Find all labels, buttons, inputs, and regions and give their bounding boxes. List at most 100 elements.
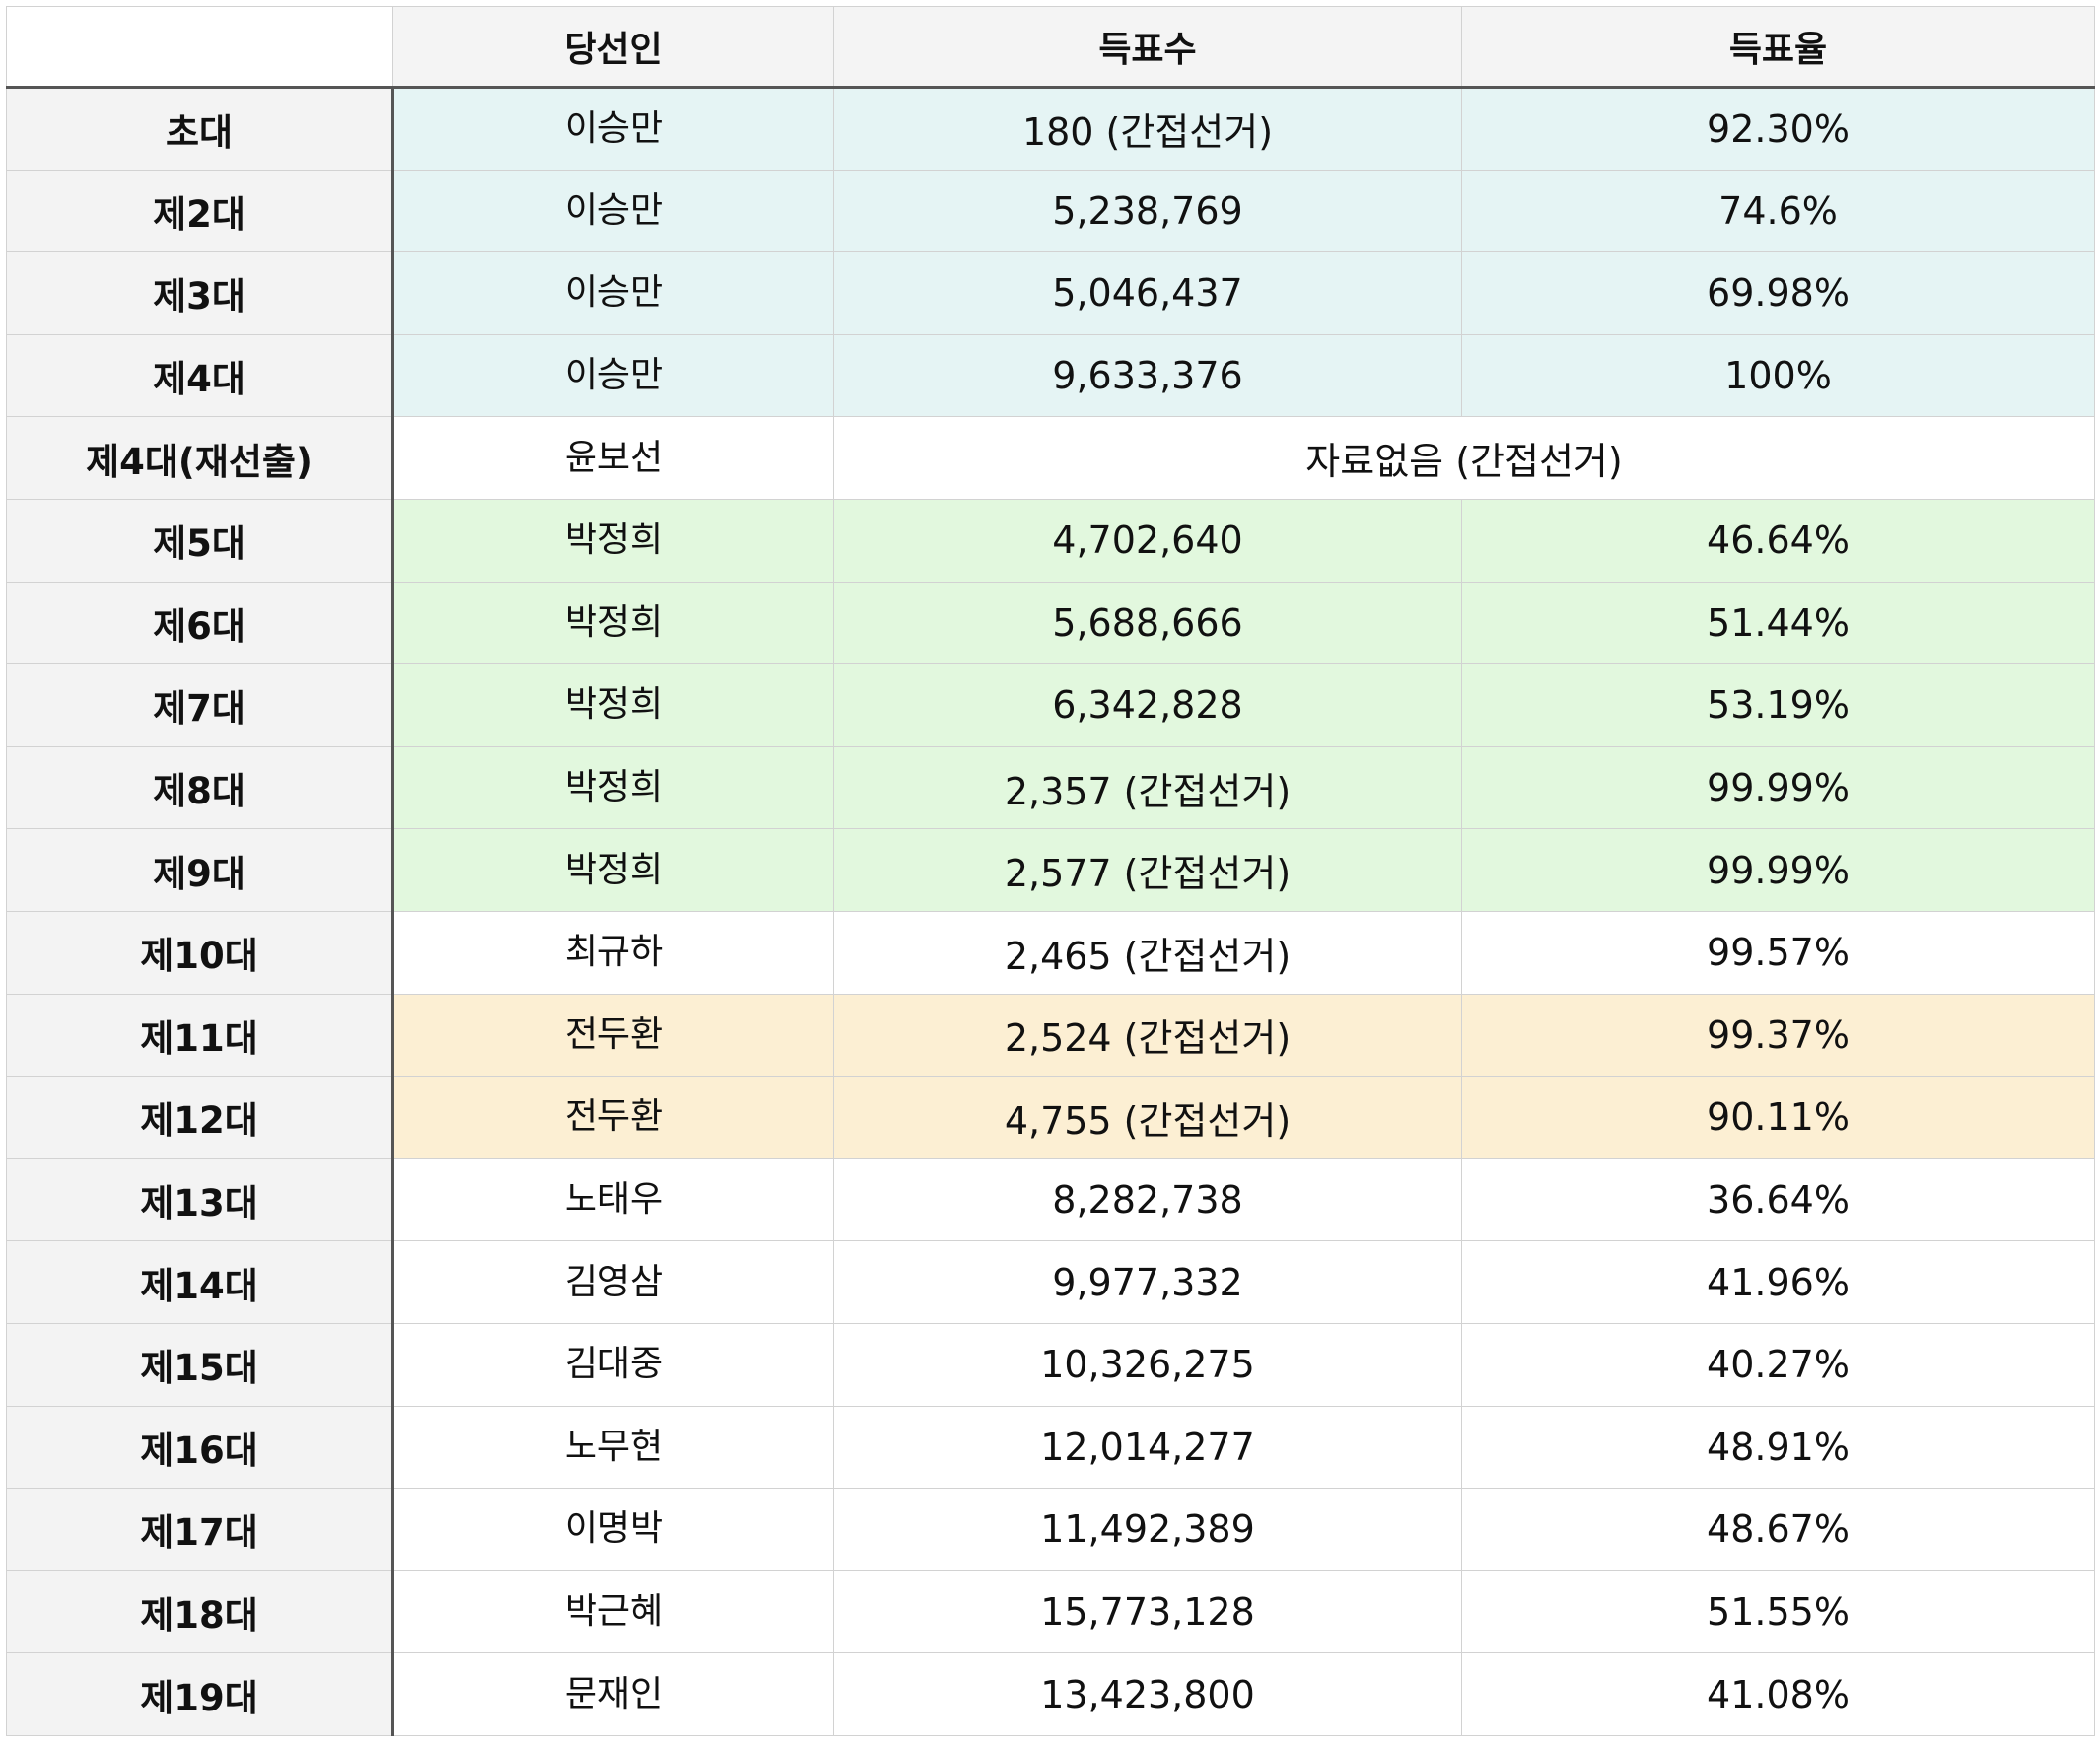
votes-cell: 2,465 (간접선거)	[833, 910, 1462, 995]
rate-cell: 74.6%	[1461, 169, 2095, 253]
votes-cell: 11,492,389	[833, 1488, 1462, 1571]
winner-cell: 노태우	[392, 1157, 834, 1242]
election-results-table-container: 당선인 득표수 득표율 초대 이승만 180 (간접선거) 92.30% 제2대 이승만 5…	[6, 6, 2095, 1736]
votes-cell: 12,014,277	[833, 1405, 1462, 1490]
generation-cell: 제12대	[6, 1076, 394, 1159]
table-row: 제12대 전두환 4,755 (간접선거) 90.11%	[6, 1076, 2095, 1159]
table-row: 제13대 노태우 8,282,738 36.64%	[6, 1157, 2095, 1242]
table-row: 제16대 노무현 12,014,277 48.91%	[6, 1405, 2095, 1490]
rate-cell: 46.64%	[1461, 498, 2095, 583]
table-row: 제11대 전두환 2,524 (간접선거) 99.37%	[6, 993, 2095, 1078]
winner-cell: 박정희	[392, 663, 834, 747]
votes-cell: 5,238,769	[833, 169, 1462, 253]
rate-cell: 48.91%	[1461, 1405, 2095, 1490]
generation-cell: 제3대	[6, 251, 394, 335]
rate-cell: 99.99%	[1461, 745, 2095, 830]
table-body: 초대 이승만 180 (간접선거) 92.30% 제2대 이승만 5,238,769 74.6…	[6, 87, 2095, 1736]
winner-cell: 박정희	[392, 828, 834, 912]
winner-cell: 문재인	[392, 1652, 834, 1736]
generation-cell: 제4대	[6, 333, 394, 418]
table-row: 제5대 박정희 4,702,640 46.64%	[6, 498, 2095, 583]
winner-cell: 이승만	[392, 251, 834, 335]
table-row: 제19대 문재인 13,423,800 41.08%	[6, 1652, 2095, 1736]
header-row: 당선인 득표수 득표율	[6, 6, 2095, 89]
generation-cell: 제10대	[6, 910, 394, 995]
winner-cell: 노무현	[392, 1405, 834, 1490]
generation-cell: 제8대	[6, 745, 394, 830]
table-row: 제10대 최규하 2,465 (간접선거) 99.57%	[6, 910, 2095, 995]
header-rate: 득표율	[1461, 6, 2095, 89]
generation-cell: 제5대	[6, 498, 394, 583]
rate-cell: 36.64%	[1461, 1157, 2095, 1242]
votes-cell: 8,282,738	[833, 1157, 1462, 1242]
generation-cell: 제4대(재선출)	[6, 416, 394, 500]
votes-cell: 180 (간접선거)	[833, 87, 1462, 171]
table-row: 제4대 이승만 9,633,376 100%	[6, 333, 2095, 418]
winner-cell: 박정희	[392, 581, 834, 665]
winner-cell: 전두환	[392, 1076, 834, 1159]
winner-cell: 박정희	[392, 745, 834, 830]
votes-cell: 4,702,640	[833, 498, 1462, 583]
winner-cell: 윤보선	[392, 416, 834, 500]
generation-cell: 제11대	[6, 993, 394, 1078]
rate-cell: 53.19%	[1461, 663, 2095, 747]
rate-cell: 99.57%	[1461, 910, 2095, 995]
table-row: 제15대 김대중 10,326,275 40.27%	[6, 1322, 2095, 1407]
rate-cell: 99.99%	[1461, 828, 2095, 912]
votes-cell: 15,773,128	[833, 1570, 1462, 1654]
winner-cell: 최규하	[392, 910, 834, 995]
generation-cell: 제7대	[6, 663, 394, 747]
generation-cell: 제19대	[6, 1652, 394, 1736]
generation-cell: 제14대	[6, 1240, 394, 1324]
winner-cell: 박근혜	[392, 1570, 834, 1654]
generation-cell: 제2대	[6, 169, 394, 253]
winner-cell: 전두환	[392, 993, 834, 1078]
table-row: 제6대 박정희 5,688,666 51.44%	[6, 581, 2095, 665]
generation-cell: 제17대	[6, 1488, 394, 1571]
election-results-table: 당선인 득표수 득표율 초대 이승만 180 (간접선거) 92.30% 제2대 이승만 5…	[6, 6, 2095, 1736]
rate-cell: 92.30%	[1461, 87, 2095, 171]
header-votes: 득표수	[833, 6, 1462, 89]
rate-cell: 90.11%	[1461, 1076, 2095, 1159]
generation-cell: 제18대	[6, 1570, 394, 1654]
table-row: 초대 이승만 180 (간접선거) 92.30%	[6, 87, 2095, 171]
rate-cell: 41.96%	[1461, 1240, 2095, 1324]
rate-cell: 99.37%	[1461, 993, 2095, 1078]
votes-cell: 5,688,666	[833, 581, 1462, 665]
rate-cell: 69.98%	[1461, 251, 2095, 335]
votes-cell: 2,577 (간접선거)	[833, 828, 1462, 912]
votes-cell: 2,524 (간접선거)	[833, 993, 1462, 1078]
winner-cell: 김대중	[392, 1322, 834, 1407]
winner-cell: 이승만	[392, 333, 834, 418]
votes-cell: 2,357 (간접선거)	[833, 745, 1462, 830]
table-row: 제3대 이승만 5,046,437 69.98%	[6, 251, 2095, 335]
votes-cell: 10,326,275	[833, 1322, 1462, 1407]
rate-cell: 48.67%	[1461, 1488, 2095, 1571]
votes-cell: 6,342,828	[833, 663, 1462, 747]
table-row: 제8대 박정희 2,357 (간접선거) 99.99%	[6, 745, 2095, 830]
table-row: 제18대 박근혜 15,773,128 51.55%	[6, 1570, 2095, 1654]
generation-cell: 제6대	[6, 581, 394, 665]
rate-cell: 51.44%	[1461, 581, 2095, 665]
table-row: 제9대 박정희 2,577 (간접선거) 99.99%	[6, 828, 2095, 912]
table-row: 제17대 이명박 11,492,389 48.67%	[6, 1488, 2095, 1571]
no-data-cell: 자료없음 (간접선거)	[833, 416, 2095, 500]
votes-cell: 9,977,332	[833, 1240, 1462, 1324]
generation-cell: 제13대	[6, 1157, 394, 1242]
generation-cell: 제15대	[6, 1322, 394, 1407]
votes-cell: 9,633,376	[833, 333, 1462, 418]
generation-cell: 초대	[6, 87, 394, 171]
votes-cell: 5,046,437	[833, 251, 1462, 335]
table-row: 제4대(재선출) 윤보선 자료없음 (간접선거)	[6, 416, 2095, 500]
rate-cell: 51.55%	[1461, 1570, 2095, 1654]
table-row: 제7대 박정희 6,342,828 53.19%	[6, 663, 2095, 747]
header-corner-cell	[6, 6, 393, 89]
winner-cell: 이명박	[392, 1488, 834, 1571]
table-row: 제14대 김영삼 9,977,332 41.96%	[6, 1240, 2095, 1324]
votes-cell: 4,755 (간접선거)	[833, 1076, 1462, 1159]
rate-cell: 100%	[1461, 333, 2095, 418]
header-winner: 당선인	[392, 6, 834, 89]
votes-cell: 13,423,800	[833, 1652, 1462, 1736]
winner-cell: 이승만	[392, 87, 834, 171]
generation-cell: 제9대	[6, 828, 394, 912]
